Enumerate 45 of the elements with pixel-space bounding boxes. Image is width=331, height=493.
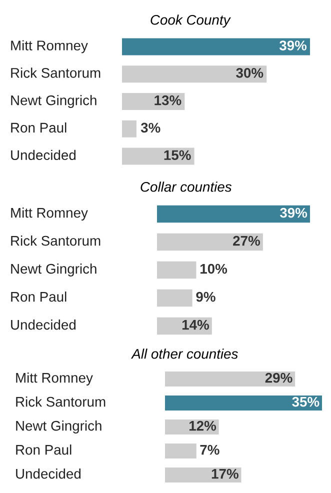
data-label: 7% [200, 444, 220, 455]
bar [122, 38, 310, 56]
y-tick-label: Newt Gingrich [16, 420, 102, 434]
bar [165, 396, 322, 410]
y-tick-label: Undecided [16, 468, 81, 479]
y-tick-label: Mitt Romney [16, 372, 93, 386]
y-tick-label: Mitt Romney [11, 40, 88, 54]
data-label: 39% [280, 208, 308, 218]
data-label: 9% [196, 292, 216, 302]
bar [165, 468, 242, 482]
bar [165, 372, 296, 386]
data-label: 27% [233, 236, 260, 246]
data-label: 30% [236, 68, 264, 78]
bar [122, 66, 267, 83]
chart-title: Cook County [150, 14, 231, 28]
y-tick-label: Mitt Romney [11, 208, 88, 220]
data-label: 13% [154, 95, 182, 106]
y-tick-label: Rick Santorum [11, 68, 100, 78]
chart-title: All other counties [130, 348, 238, 359]
bar [165, 444, 196, 458]
data-label: 3% [140, 122, 160, 133]
bar [157, 289, 192, 307]
data-label: 39% [279, 40, 307, 50]
data-label: 17% [212, 468, 238, 479]
y-tick-label: Ron Paul [11, 292, 66, 302]
data-label: 14% [182, 320, 210, 330]
chart-title: Collar counties [140, 182, 232, 192]
bar [157, 233, 263, 251]
bar [122, 120, 136, 138]
y-tick-label: Newt Gingrich [11, 264, 96, 276]
data-label: 29% [265, 372, 292, 383]
data-label: 12% [189, 420, 216, 431]
y-tick-label: Ron Paul [16, 444, 72, 455]
data-label: 10% [200, 264, 228, 274]
y-tick-label: Rick Santorum [16, 396, 106, 407]
data-label: 35% [292, 396, 320, 407]
bar [157, 205, 310, 223]
data-label: 15% [164, 150, 191, 160]
y-tick-label: Undecided [11, 150, 76, 160]
y-tick-label: Rick Santorum [11, 236, 100, 246]
y-tick-label: Undecided [11, 320, 76, 330]
bar [157, 261, 196, 279]
bar [122, 148, 194, 165]
y-tick-label: Ron Paul [11, 122, 66, 133]
y-tick-label: Newt Gingrich [11, 95, 96, 108]
